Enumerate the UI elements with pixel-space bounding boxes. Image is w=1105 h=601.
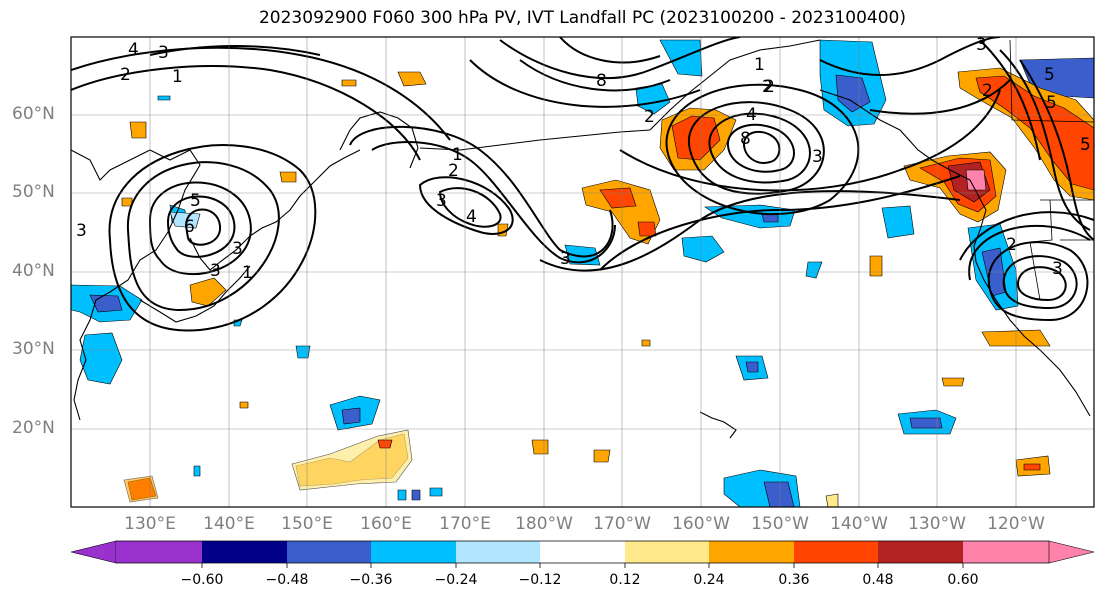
lon-label-140w: 140°W: [830, 514, 888, 534]
shade-neg-small-4: [430, 488, 442, 496]
shade-pos-small-13: [642, 340, 650, 346]
colorbar-bin: [456, 541, 540, 563]
shade-neg-small-6: [158, 96, 170, 100]
shade-pos-small-3: [342, 80, 356, 86]
contour-label: 3: [1052, 259, 1063, 279]
lon-label-150w: 150°W: [751, 514, 809, 534]
colorbar-tick-label: −0.60: [181, 572, 224, 588]
contour-label: 1: [242, 263, 253, 283]
contour-label: 1: [754, 55, 765, 75]
colorbar-bin: [625, 541, 709, 563]
shade-pos-small-7: [594, 450, 610, 462]
contour-label: 3: [158, 43, 169, 63]
contour-label: 4: [128, 40, 139, 60]
colorbar-tick-label: −0.24: [435, 572, 478, 588]
contour-label: 3: [436, 191, 447, 211]
contour-label: 3: [976, 35, 987, 55]
contour-label: 2: [120, 65, 131, 85]
colorbar-tick-label: −0.12: [519, 572, 562, 588]
contour-label: 8: [740, 129, 751, 149]
shade-pos-small-9: [942, 378, 964, 386]
shade-pos-small-15: [240, 402, 248, 408]
colorbar-bin: [878, 541, 963, 563]
lat-label-20n: 20°N: [12, 418, 55, 438]
shade-pos-small-16: [378, 440, 392, 448]
shade-pos-small-8: [870, 256, 882, 276]
shade-pos-165w-48n-core2: [638, 222, 656, 236]
shade-neg-small-1: [296, 346, 310, 358]
colorbar-bin: [371, 541, 456, 563]
contour-label: 6: [184, 217, 195, 237]
lat-label-40n: 40°N: [12, 261, 55, 281]
contour-label: 8: [596, 71, 607, 91]
colorbar-tick-label: 0.48: [862, 572, 893, 588]
shade-neg-small-2: [398, 490, 406, 500]
lon-label-130e: 130°E: [124, 514, 176, 534]
shade-neg-small-3: [412, 490, 420, 500]
colorbar-tick-label: −0.36: [350, 572, 393, 588]
contour-label: 4: [466, 207, 477, 227]
contour-label: 5: [1080, 135, 1091, 155]
colorbar-bin: [287, 541, 371, 563]
shade-neg-135w-45n: [882, 206, 914, 238]
lat-label-50n: 50°N: [12, 182, 55, 202]
lat-label-30n: 30°N: [12, 339, 55, 359]
lon-label-160e: 160°E: [360, 514, 412, 534]
contour-label: 3: [560, 249, 571, 269]
colorbar-bin: [540, 541, 625, 563]
shade-pos-small-2: [280, 172, 296, 182]
colorbar-extend-max: [1049, 541, 1094, 563]
lat-label-60n: 60°N: [12, 104, 55, 124]
colorbar-extend-min: [71, 541, 116, 563]
contour-label: 5: [1044, 65, 1055, 85]
colorbar-tick-label: 0.60: [947, 572, 978, 588]
contour-label: 3: [210, 261, 221, 281]
contour-label: 2: [1006, 235, 1017, 255]
lon-label-150e: 150°E: [281, 514, 333, 534]
shade-pos-130e-13n-outer: [124, 476, 158, 502]
shade-pos-small-12: [1024, 464, 1040, 470]
lon-label-170e: 170°E: [439, 514, 491, 534]
lon-label-140e: 140°E: [203, 514, 255, 534]
contour-label: 4: [746, 105, 757, 125]
colorbar-bin: [202, 541, 287, 563]
lon-label-130w: 130°W: [908, 514, 966, 534]
contour-label: 3: [76, 221, 87, 241]
contour-label: 5: [190, 191, 201, 211]
shade-neg-150w-47n-core: [762, 214, 778, 222]
colorbar-bin: [709, 541, 794, 563]
lon-label-160w: 160°W: [672, 514, 730, 534]
colorbar-bin: [963, 541, 1049, 563]
colorbar-tick-label: 0.24: [693, 572, 724, 588]
shade-pos-small-4: [122, 198, 132, 206]
shade-pos-small-14: [826, 494, 838, 507]
contour-label: 1: [172, 67, 183, 87]
contour-label: 3: [812, 147, 823, 167]
lon-label-180w: 180°W: [515, 514, 573, 534]
lon-label-120w: 120°W: [987, 514, 1045, 534]
shade-pos-small-1: [130, 122, 146, 138]
colorbar-tick-label: −0.48: [266, 572, 309, 588]
contour-label: 2: [982, 81, 993, 101]
shade-pos-small-6: [532, 440, 548, 454]
shade-neg-small-5: [194, 466, 200, 476]
colorbar-tick-label: 0.12: [609, 572, 640, 588]
contour-label: 2: [764, 77, 775, 97]
contour-label: 3: [232, 239, 243, 259]
shade-neg-160e-20n-core: [342, 408, 360, 424]
contour-label: 5: [1046, 93, 1057, 113]
colorbar-tick-label: 0.36: [778, 572, 809, 588]
colorbar-bin: [116, 541, 202, 563]
lon-label-170w: 170°W: [593, 514, 651, 534]
contour-label: 2: [644, 107, 655, 127]
contour-label: 1: [452, 145, 463, 165]
shade-neg-150w-25n-core: [746, 362, 758, 372]
colorbar: [71, 541, 1094, 568]
colorbar-bin: [794, 541, 878, 563]
